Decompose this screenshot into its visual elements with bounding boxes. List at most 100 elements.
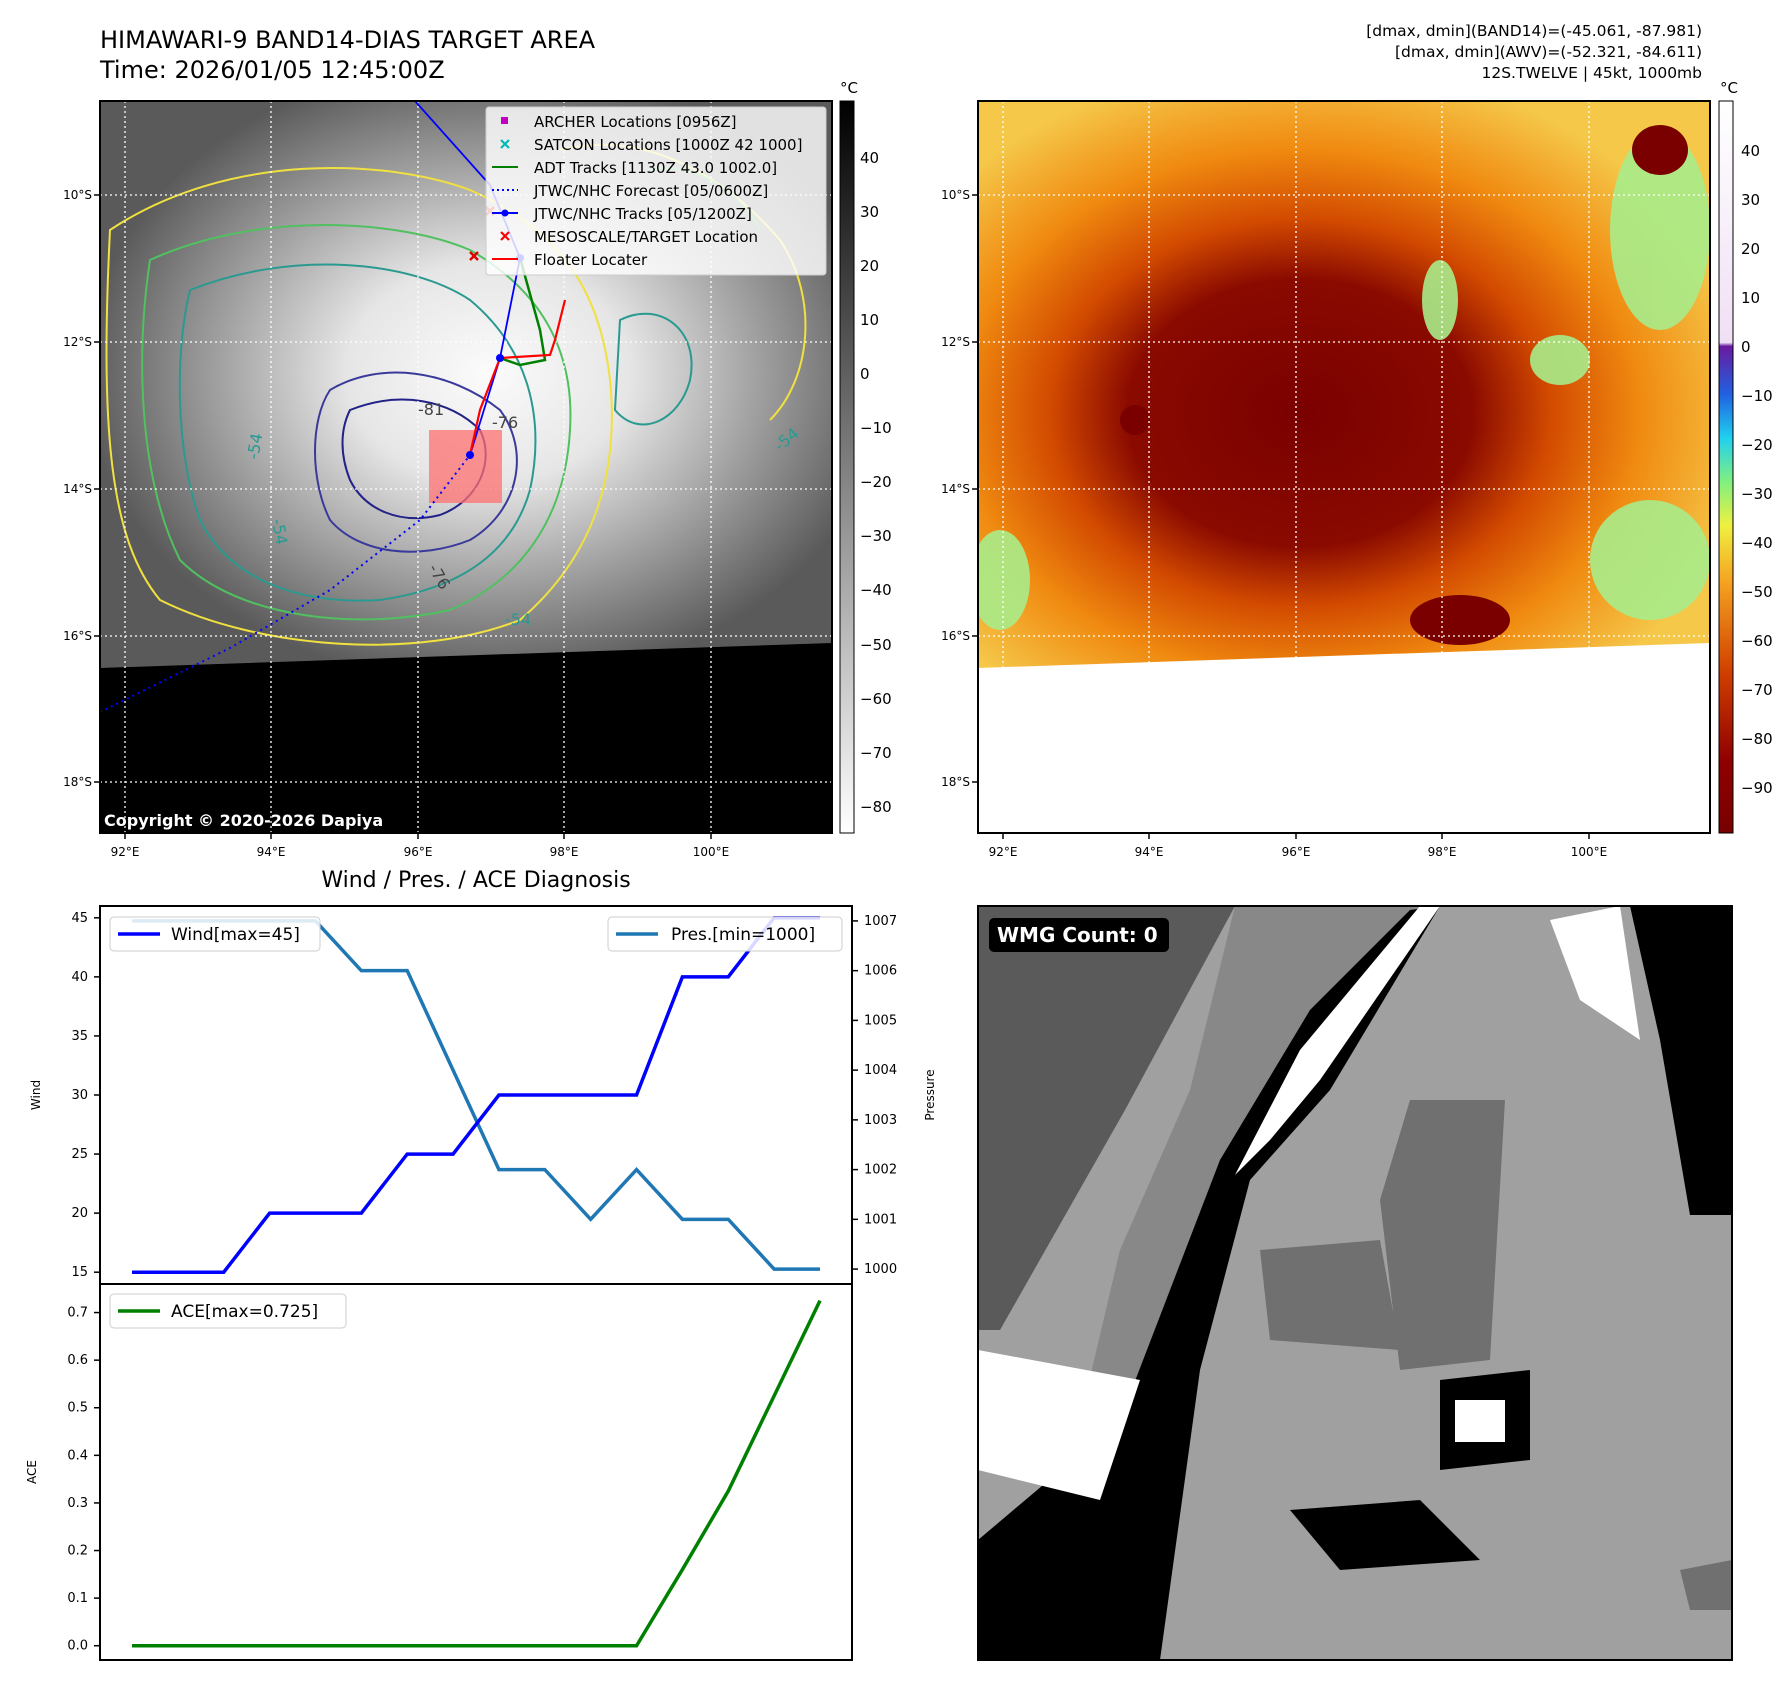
map2-lon-labels: 92°E 94°E 96°E 98°E 100°E <box>989 845 1608 859</box>
lat-label: 10°S <box>63 188 92 202</box>
legend-marker-archer <box>501 117 508 124</box>
colorbar-tick: 40 <box>860 149 879 167</box>
wind-axis-label: Wind <box>29 1080 43 1110</box>
lon-label: 92°E <box>111 845 140 859</box>
info-awv: [dmax, dmin](AWV)=(-52.321, -84.611) <box>1395 43 1702 61</box>
colorbar-unit: °C <box>1720 79 1738 97</box>
legend-label: JTWC/NHC Forecast [05/0600Z] <box>533 182 768 200</box>
wind-series-line <box>132 916 820 1274</box>
y-tick-label: 0.0 <box>67 1639 88 1654</box>
wmg-panel: WMG Count: 0 <box>977 905 1733 1661</box>
colorbar-tick: 30 <box>860 203 879 221</box>
y-tick-label: 0.2 <box>67 1544 88 1559</box>
y-tick-label: 0.1 <box>67 1591 88 1606</box>
colorbar-tick: 0 <box>860 365 870 383</box>
colorbar-tick: −40 <box>1741 534 1773 552</box>
legend-label: MESOSCALE/TARGET Location <box>534 228 758 246</box>
colorbar-tick: −20 <box>860 473 892 491</box>
lon-label: 98°E <box>550 845 579 859</box>
pressure-legend-label: Pres.[min=1000] <box>671 925 815 945</box>
colorbar-tick: −90 <box>1741 779 1773 797</box>
wind-pressure-panel: 15 20 25 30 35 40 45 1000 1001 1002 1003 1004 1005 1… <box>29 905 937 1285</box>
lat-label: 16°S <box>63 629 92 643</box>
copyright: Copyright © 2020-2026 Dapiya <box>104 811 383 830</box>
floater-track <box>468 299 567 456</box>
y2-tick-label: 1004 <box>864 1063 897 1078</box>
page-title: HIMAWARI-9 BAND14-DIAS TARGET AREA <box>100 26 596 54</box>
wind-legend-label: Wind[max=45] <box>171 925 300 945</box>
y2-tick-label: 1007 <box>864 914 897 929</box>
contour-label: -81 <box>418 400 444 419</box>
legend-label: SATCON Locations [1000Z 42 1000] <box>534 136 802 154</box>
lat-label: 14°S <box>63 482 92 496</box>
colorbar-tick: 40 <box>1741 142 1760 160</box>
lon-label: 96°E <box>1282 845 1311 859</box>
lon-label: 96°E <box>404 845 433 859</box>
y2-tick-label: 1001 <box>864 1212 897 1227</box>
contour-label: -54 <box>505 610 531 629</box>
colorbar-tick: 10 <box>860 311 879 329</box>
awv-map <box>978 101 1710 833</box>
y-tick-label: 45 <box>71 911 88 926</box>
map1-lat-labels: 10°S 12°S 14°S 16°S 18°S <box>63 188 92 789</box>
colorbar-tick: −20 <box>1741 436 1773 454</box>
lat-label: 18°S <box>63 775 92 789</box>
forecast-track <box>100 454 471 713</box>
map1-lon-labels: 92°E 94°E 96°E 98°E 100°E <box>111 845 730 859</box>
lon-label: 98°E <box>1428 845 1457 859</box>
colorbar-tick: −60 <box>1741 632 1773 650</box>
colorbar-tick: −50 <box>1741 583 1773 601</box>
y-tick-label: 40 <box>71 970 88 985</box>
ace-panel: 0.0 0.1 0.2 0.3 0.4 0.5 0.6 0.7 ACE ACE[max=0.7… <box>25 1283 853 1661</box>
colorbar-unit: °C <box>840 79 858 97</box>
lat-label: 16°S <box>941 629 970 643</box>
colorbar-tick: 30 <box>1741 191 1760 209</box>
y-tick-label: 0.7 <box>67 1306 88 1321</box>
colorbar-tick: −80 <box>1741 730 1773 748</box>
contour-label: -76 <box>492 413 518 432</box>
awv-colorbar: °C 40 30 20 10 0 −10 −20 −30 −40 −50 −60… <box>1718 79 1773 834</box>
lat-label: 14°S <box>941 482 970 496</box>
map-legend: ARCHER Locations [0956Z] SATCON Location… <box>485 106 827 276</box>
legend-label: ADT Tracks [1130Z 43.0 1002.0] <box>534 159 777 177</box>
contour-label: -54 <box>243 432 266 461</box>
y2-tick-label: 1005 <box>864 1013 897 1028</box>
colorbar-tick: −40 <box>860 581 892 599</box>
lon-label: 94°E <box>1135 845 1164 859</box>
y-tick-label: 35 <box>71 1029 88 1044</box>
colorbar-tick: −10 <box>1741 387 1773 405</box>
legend-label: Floater Locater <box>534 251 648 269</box>
legend-label: JTWC/NHC Tracks [05/1200Z] <box>533 205 752 223</box>
colorbar-tick: 20 <box>1741 240 1760 258</box>
colorbar-tick: −10 <box>860 419 892 437</box>
lon-label: 94°E <box>257 845 286 859</box>
y2-tick-label: 1000 <box>864 1262 897 1277</box>
legend-marker-tracks-dot <box>501 209 509 217</box>
legend-marker-target <box>500 231 510 241</box>
contour-label: -54 <box>268 517 291 546</box>
colorbar-tick: −80 <box>860 798 892 816</box>
y-tick-label: 0.4 <box>67 1448 88 1463</box>
legend-marker-satcon <box>500 139 510 149</box>
colorbar-tick: −50 <box>860 636 892 654</box>
y2-tick-label: 1003 <box>864 1113 897 1128</box>
lon-label: 92°E <box>989 845 1018 859</box>
ace-series-line <box>132 1299 822 1648</box>
colorbar-tick: −70 <box>860 744 892 762</box>
ace-axis-label: ACE <box>25 1460 39 1484</box>
timeseries-title: Wind / Pres. / ACE Diagnosis <box>321 868 630 893</box>
y-tick-label: 0.5 <box>67 1401 88 1416</box>
y-tick-label: 0.3 <box>67 1496 88 1511</box>
colorbar-tick: −60 <box>860 690 892 708</box>
legend-label: ARCHER Locations [0956Z] <box>534 113 737 131</box>
lon-label: 100°E <box>693 845 730 859</box>
colorbar-tick: −30 <box>1741 485 1773 503</box>
info-band14: [dmax, dmin](BAND14)=(-45.061, -87.981) <box>1366 22 1702 40</box>
page-time: Time: 2026/01/05 12:45:00Z <box>100 56 445 84</box>
lat-label: 12°S <box>941 335 970 349</box>
colorbar-tick: −70 <box>1741 681 1773 699</box>
map2-lat-labels: 10°S 12°S 14°S 16°S 18°S <box>941 188 970 789</box>
adt-track <box>499 257 547 367</box>
colorbar-tick: 20 <box>860 257 879 275</box>
